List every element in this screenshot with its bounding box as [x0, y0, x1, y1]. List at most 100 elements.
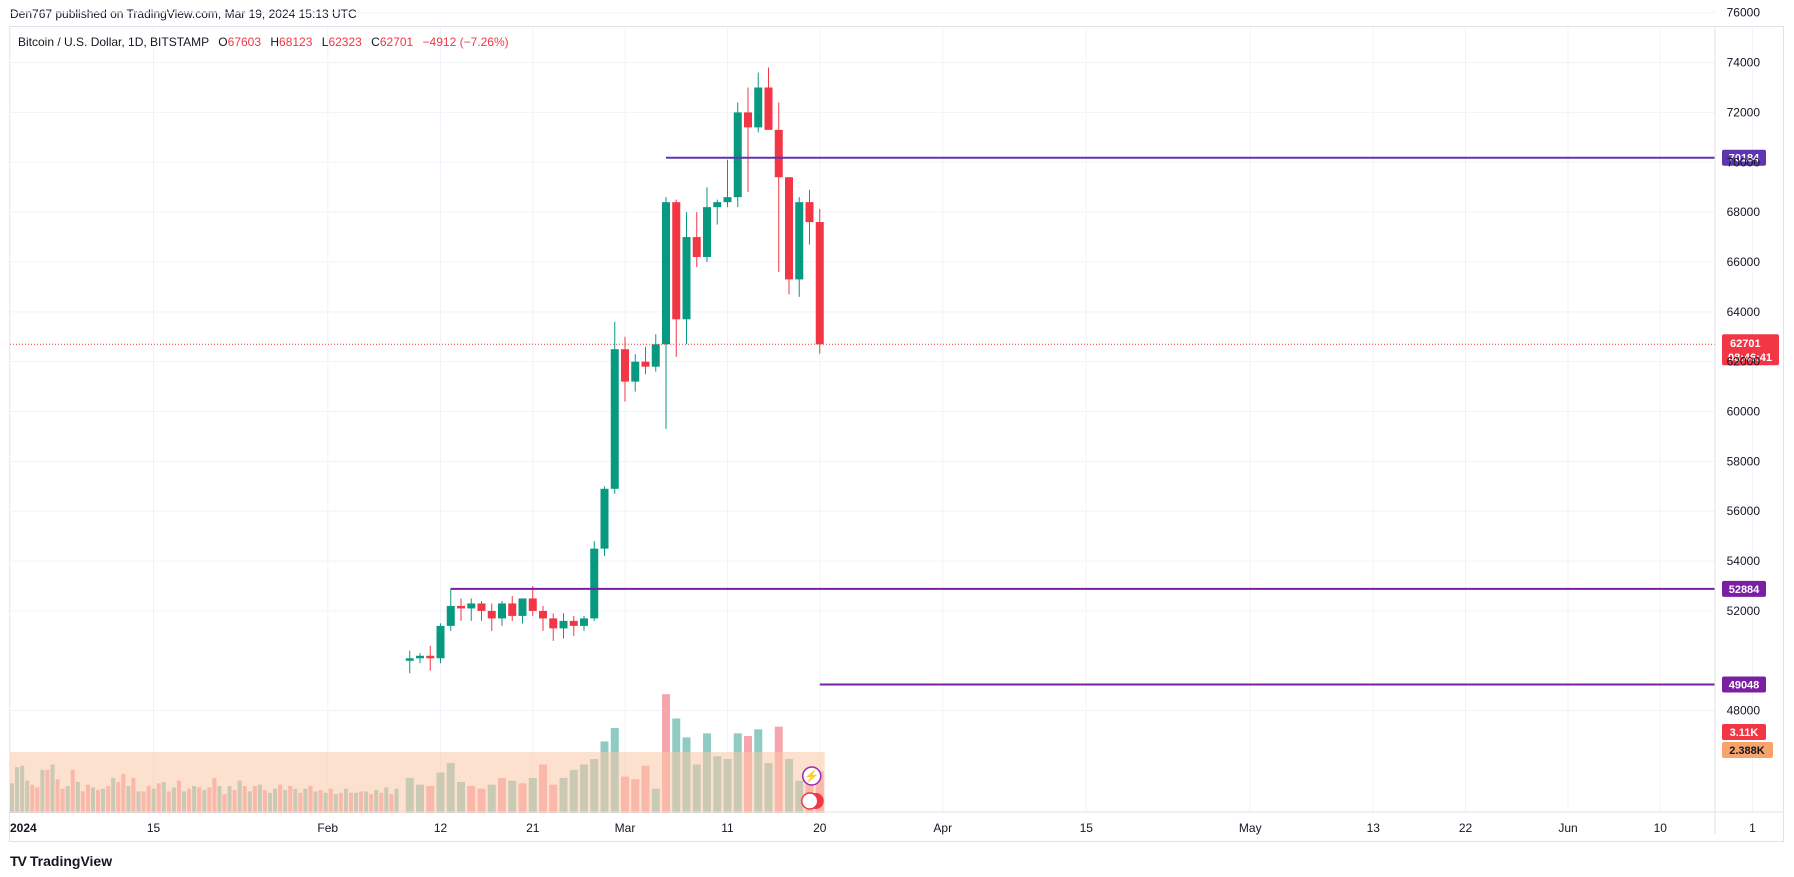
tradingview-brand: TradingView	[29, 853, 113, 869]
price-axis-tick: 52000	[1727, 604, 1761, 618]
candle-body	[610, 349, 619, 489]
volume-ma-area	[10, 752, 825, 813]
last-price-tag	[1722, 334, 1779, 366]
candle-body	[457, 605, 465, 609]
price-axis-tick: 68000	[1727, 205, 1761, 219]
candle-body	[528, 598, 537, 611]
candle-body	[518, 598, 527, 616]
candle-body	[723, 197, 732, 203]
candle-body	[795, 202, 804, 280]
candle-body	[426, 655, 435, 659]
candle-body	[467, 603, 476, 609]
open-label: O	[218, 35, 228, 49]
candle-body	[549, 618, 558, 629]
price-axis-tick: 66000	[1727, 255, 1761, 269]
time-axis-tick: May	[1239, 821, 1262, 835]
symbol-legend[interactable]: Bitcoin / U.S. Dollar, 1D, BITSTAMP O676…	[18, 35, 509, 49]
candle-body	[662, 202, 670, 345]
candle-body	[703, 207, 711, 257]
candle-body	[621, 349, 629, 382]
candle-body	[651, 344, 660, 367]
symbol-title: Bitcoin / U.S. Dollar, 1D, BITSTAMP	[18, 35, 209, 49]
candle-body	[641, 361, 650, 367]
time-axis-tick: Apr	[933, 821, 952, 835]
time-axis-tick: 11	[721, 821, 734, 835]
lightning-event-icon	[802, 766, 822, 786]
candle-body	[672, 202, 681, 320]
price-axis-tick: 58000	[1727, 454, 1761, 468]
candle-body	[508, 603, 517, 616]
candle-body	[539, 610, 547, 619]
price-axis-tick: 56000	[1727, 504, 1761, 518]
candle-body	[805, 202, 814, 223]
close-value: 62701	[379, 35, 414, 49]
flag-event-icon	[801, 792, 819, 810]
price-axis-tick: 76000	[1727, 6, 1761, 20]
time-axis-tick: 1	[1749, 821, 1756, 835]
price-axis-tick: 72000	[1727, 105, 1761, 119]
candle-body	[559, 620, 568, 629]
candle-body	[446, 605, 455, 626]
lightning-event-glyph: ⚡	[804, 769, 819, 783]
bar-countdown-label: 08:46:41	[1728, 352, 1772, 364]
level-price-label: 52884	[1729, 584, 1760, 596]
price-axis-tick: 48000	[1727, 704, 1761, 718]
price-axis-tick: 60000	[1727, 405, 1761, 419]
candle-body	[416, 655, 424, 659]
low-value: 62323	[328, 35, 362, 49]
level-price-label: 70184	[1729, 153, 1760, 165]
price-axis-tick: 70000	[1727, 155, 1761, 169]
tradingview-footer[interactable]: TV TradingView	[10, 853, 112, 869]
volume-ma-label: 2.388K	[1729, 745, 1765, 757]
candle-body	[436, 625, 445, 659]
time-axis-tick: Mar	[615, 821, 636, 835]
candle-body	[477, 603, 486, 611]
candle-body	[713, 202, 722, 208]
level-price-label: 49048	[1729, 680, 1760, 692]
time-axis-tick: 13	[1367, 821, 1381, 835]
volume-last-label: 3.11K	[1730, 727, 1759, 739]
candle-body	[692, 237, 701, 257]
time-axis-tick: 22	[1459, 821, 1473, 835]
time-axis-tick: 21	[526, 821, 540, 835]
candle-body	[774, 129, 783, 178]
candle-body	[569, 620, 578, 626]
candle-body	[764, 87, 773, 130]
time-axis-tick: Feb	[317, 821, 338, 835]
publish-info: Den767 published on TradingView.com, Mar…	[10, 7, 357, 21]
time-axis-tick: 10	[1654, 821, 1668, 835]
candle-body	[580, 618, 588, 626]
time-axis-tick: 12	[434, 821, 448, 835]
price-axis-tick: 64000	[1727, 305, 1761, 319]
time-axis-tick: 15	[147, 821, 161, 835]
candle-body	[682, 237, 691, 320]
candle-body	[754, 87, 763, 128]
tradingview-logo-icon: TV	[10, 853, 27, 869]
candle-body	[785, 177, 793, 280]
last-price-label: 62701	[1730, 338, 1761, 350]
open-value: 67603	[227, 35, 262, 49]
time-axis-tick: 2024	[10, 821, 37, 835]
high-label: H	[270, 35, 280, 49]
candle-body	[631, 361, 640, 382]
candle-body	[590, 548, 599, 619]
change-value: −4912 (−7.26%)	[422, 35, 509, 49]
candle-body	[815, 222, 824, 345]
low-label: L	[321, 35, 329, 49]
time-axis-tick: 15	[1080, 821, 1094, 835]
candle-body	[498, 603, 506, 619]
price-axis-tick: 54000	[1727, 554, 1761, 568]
candle-body	[405, 658, 414, 661]
volume-ma-tag	[1722, 742, 1773, 758]
time-axis-tick: 20	[813, 821, 827, 835]
level-price-tag	[1722, 676, 1766, 693]
candle-body	[744, 112, 752, 128]
candle-body	[600, 488, 609, 549]
price-axis-tick: 62000	[1727, 355, 1761, 369]
candle-body	[733, 112, 742, 198]
time-axis-tick: Jun	[1558, 821, 1577, 835]
candle-body	[487, 610, 496, 619]
level-price-tag	[1722, 149, 1766, 166]
volume-last-tag	[1722, 724, 1766, 740]
